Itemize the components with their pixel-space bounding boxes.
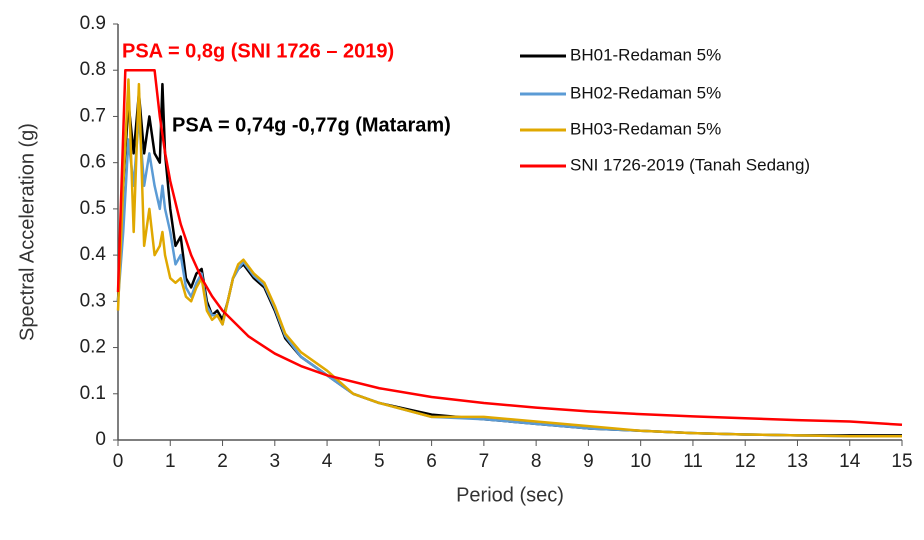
y-tick-label: 0 bbox=[95, 429, 106, 450]
y-tick-label: 0.7 bbox=[80, 105, 106, 126]
x-tick-label: 1 bbox=[165, 451, 176, 472]
y-tick-label: 0.3 bbox=[80, 290, 106, 311]
x-axis-title: Period (sec) bbox=[456, 484, 564, 506]
x-tick-label: 4 bbox=[322, 451, 333, 472]
x-tick-label: 11 bbox=[683, 451, 703, 472]
y-tick-label: 0.1 bbox=[80, 383, 106, 404]
x-tick-label: 10 bbox=[630, 451, 651, 472]
y-tick-label: 0.9 bbox=[80, 13, 106, 34]
x-tick-label: 2 bbox=[217, 451, 228, 472]
x-tick-label: 14 bbox=[839, 451, 861, 472]
annotation: PSA = 0,74g -0,77g (Mataram) bbox=[172, 114, 451, 136]
x-tick-label: 8 bbox=[531, 451, 542, 472]
y-tick-label: 0.5 bbox=[80, 198, 106, 219]
annotation: PSA = 0,8g (SNI 1726 – 2019) bbox=[122, 40, 394, 62]
legend-label: SNI 1726-2019 (Tanah Sedang) bbox=[570, 155, 810, 174]
series-line bbox=[116, 82, 902, 437]
legend-label: BH01-Redaman 5% bbox=[570, 45, 721, 64]
y-tick-label: 0.6 bbox=[80, 152, 106, 173]
series-line bbox=[116, 68, 903, 426]
x-tick-label: 6 bbox=[426, 451, 437, 472]
y-axis-title: Spectral Acceleration (g) bbox=[16, 123, 38, 341]
x-tick-label: 15 bbox=[891, 451, 912, 472]
x-tick-label: 0 bbox=[113, 451, 124, 472]
x-tick-label: 13 bbox=[787, 451, 808, 472]
x-tick-label: 7 bbox=[479, 451, 490, 472]
y-tick-label: 0.4 bbox=[80, 244, 107, 265]
x-tick-label: 3 bbox=[270, 451, 281, 472]
legend-label: BH02-Redaman 5% bbox=[570, 83, 721, 102]
y-tick-label: 0.8 bbox=[80, 59, 106, 80]
legend-label: BH03-Redaman 5% bbox=[570, 119, 721, 138]
x-tick-label: 12 bbox=[735, 451, 756, 472]
x-tick-label: 5 bbox=[374, 451, 385, 472]
x-tick-label: 9 bbox=[583, 451, 594, 472]
y-tick-label: 0.2 bbox=[80, 337, 106, 358]
